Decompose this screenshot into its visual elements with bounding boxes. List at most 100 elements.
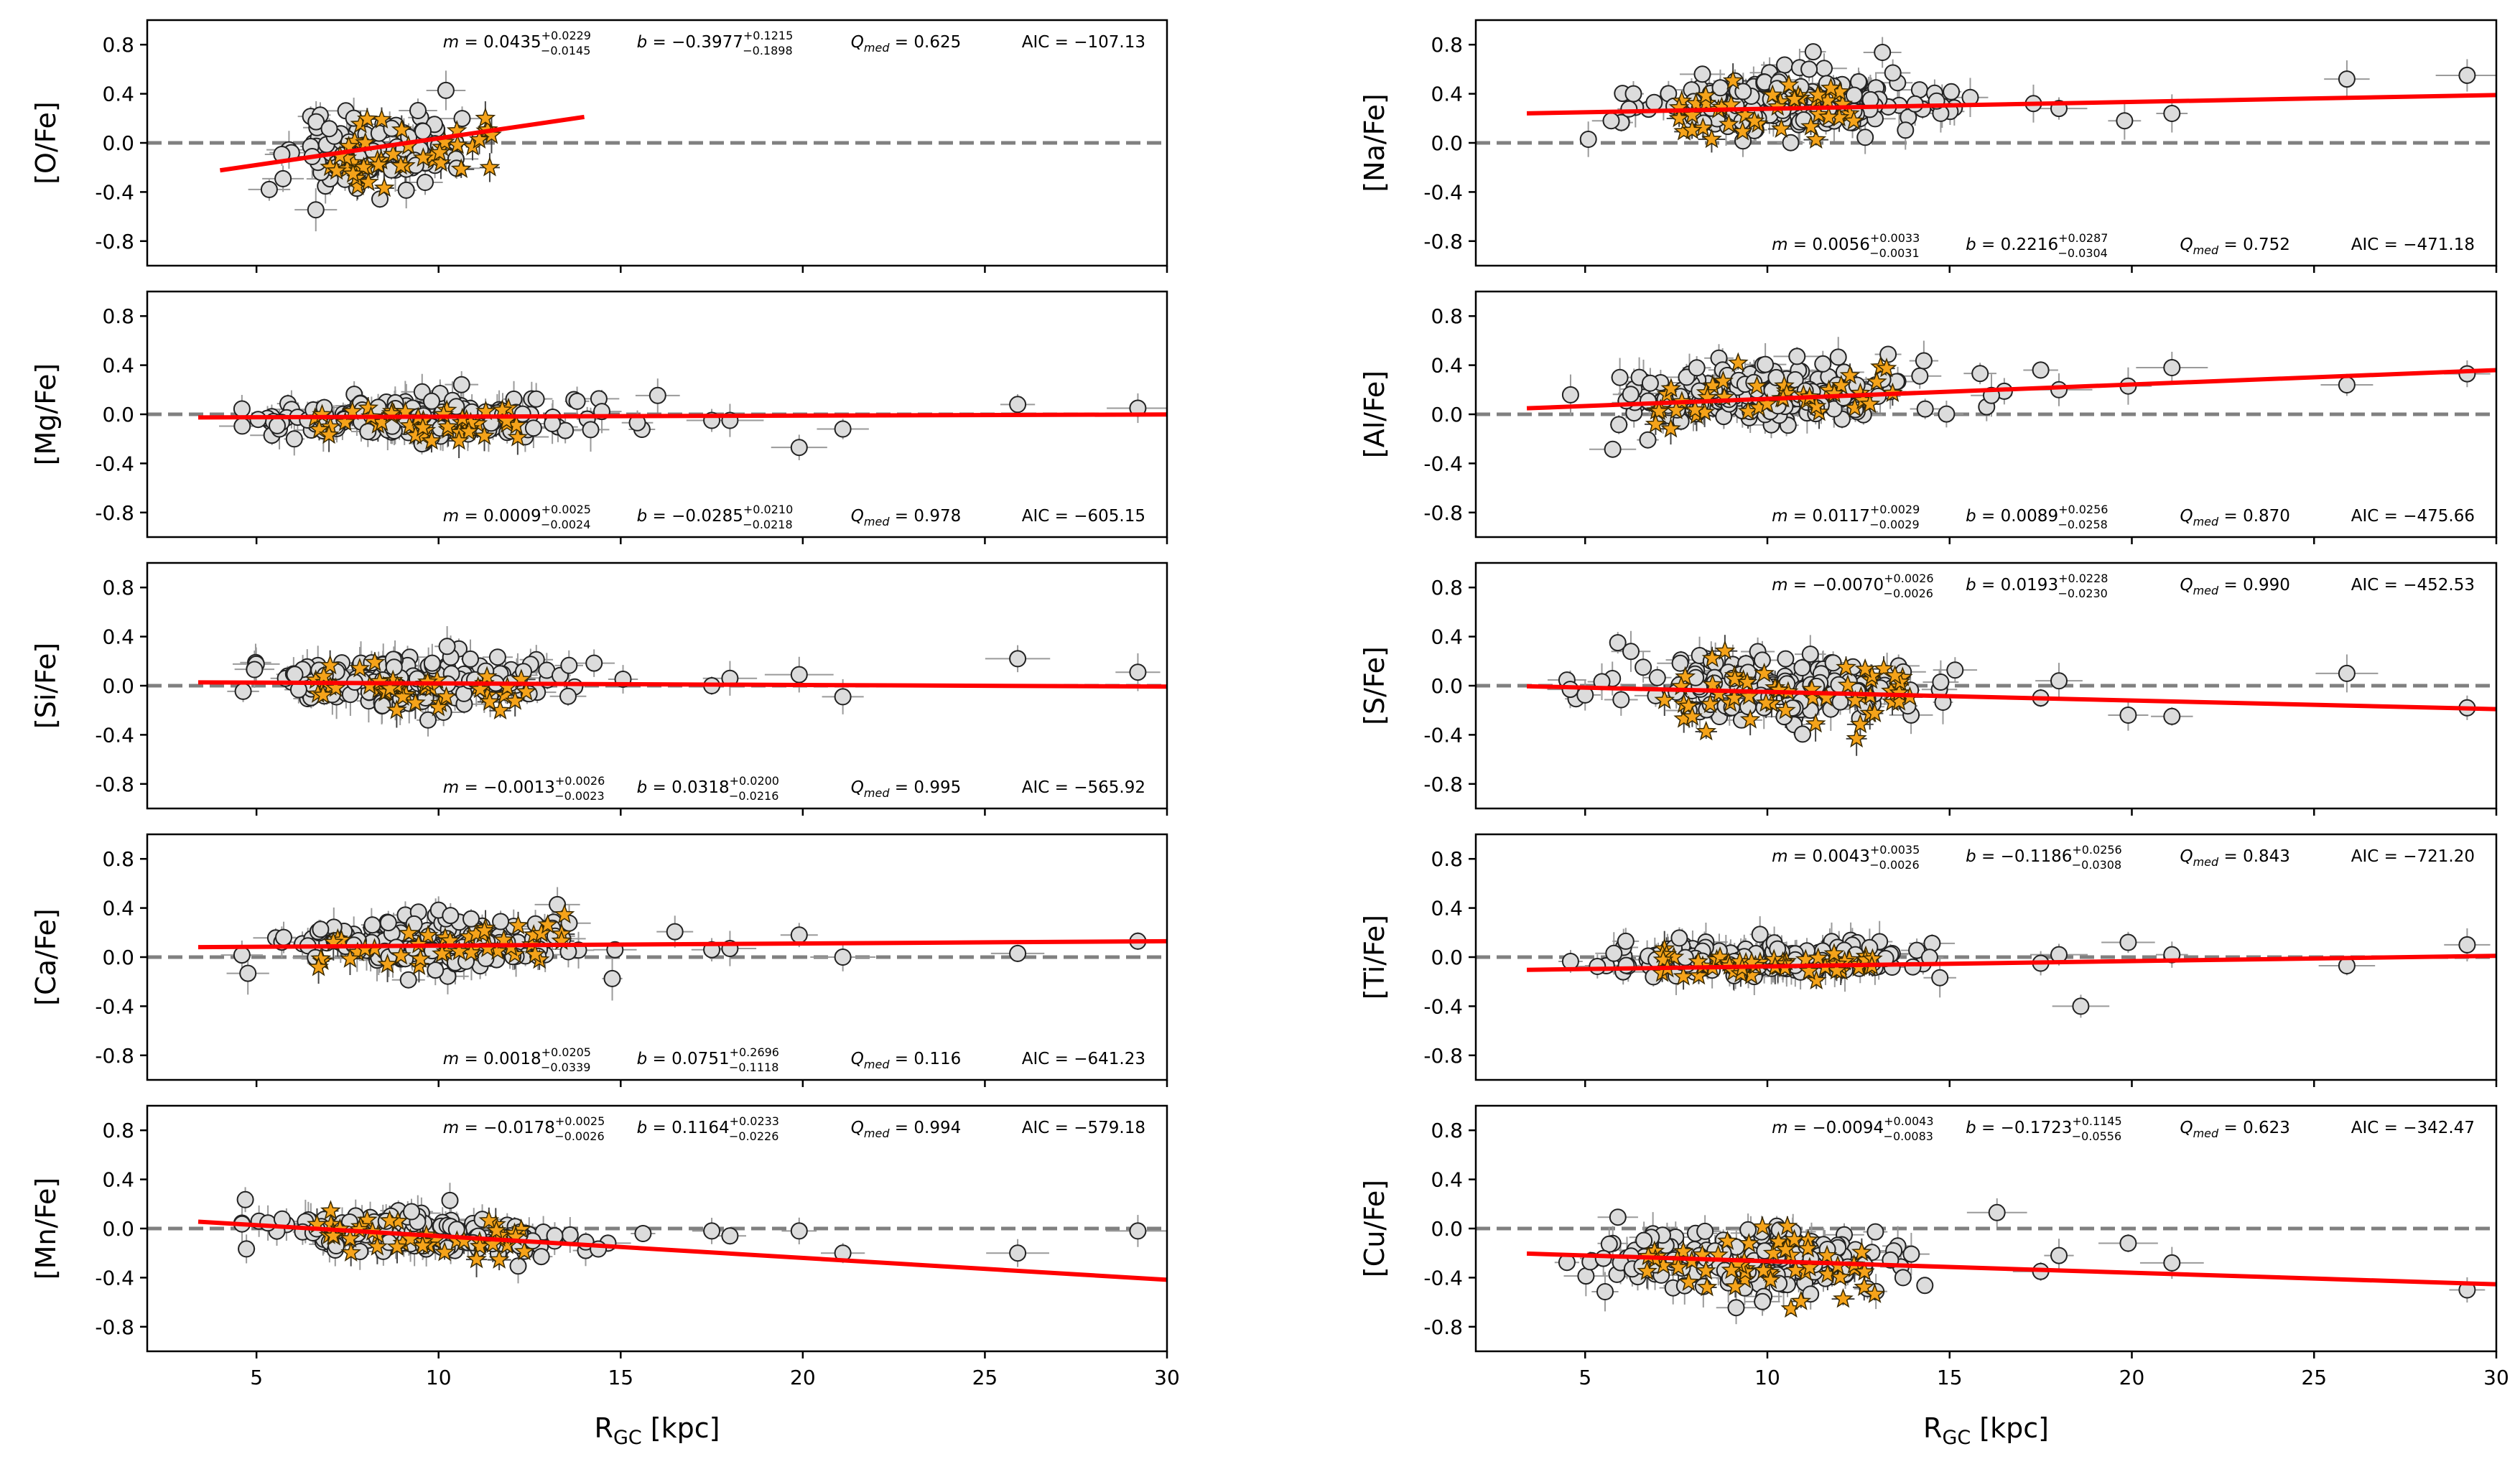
y-axis-label: [Si/Fe] <box>30 643 62 729</box>
stat-m-upper: +0.0026 <box>1884 572 1933 585</box>
y-tick-label: 0.8 <box>102 847 134 871</box>
data-point-star <box>343 163 364 183</box>
stat-b-value: 0.0318 <box>671 778 729 797</box>
stat-b-value: 0.0193 <box>2001 576 2058 595</box>
data-point-circle <box>320 120 338 138</box>
data-point-circle <box>409 102 427 119</box>
y-tick-label: 0.8 <box>1431 304 1463 328</box>
data-point-star <box>1836 656 1856 676</box>
data-point-star <box>1876 357 1897 378</box>
stat-b-value: −0.3977 <box>671 33 743 52</box>
data-point-star <box>1695 85 1716 105</box>
data-point-star <box>364 651 386 672</box>
y-tick-label: -0.4 <box>95 180 134 204</box>
data-point-circle <box>1622 386 1640 404</box>
data-point-circle <box>1609 634 1627 652</box>
stat-b-lower: −0.0304 <box>2058 246 2107 260</box>
data-point-star <box>379 677 401 698</box>
data-point-circle <box>373 696 391 714</box>
data-point-star <box>1808 103 1829 123</box>
data-point-circle <box>492 913 510 931</box>
data-point-circle <box>1800 60 1818 78</box>
data-point-circle <box>560 656 578 674</box>
data-point-circle <box>1782 134 1800 152</box>
y-tick-label: -0.4 <box>1423 723 1463 747</box>
fit-line <box>1526 93 2496 116</box>
data-point-circle <box>1915 352 1933 370</box>
data-point-star <box>1767 95 1788 116</box>
stat-b-lower: −0.0216 <box>729 789 778 803</box>
data-point-circle <box>1824 654 1842 672</box>
data-point-circle <box>437 81 455 99</box>
data-point-circle <box>1804 43 1822 61</box>
stat-b-upper: +0.1215 <box>743 29 793 42</box>
data-point-circle <box>419 711 437 729</box>
data-point-circle <box>233 946 251 964</box>
data-point-star <box>1701 128 1722 149</box>
data-point-circle <box>1688 359 1706 377</box>
data-point-star <box>436 686 457 706</box>
data-point-star <box>1684 398 1706 419</box>
data-point-circle <box>1943 83 1961 101</box>
data-point-star <box>1884 665 1906 685</box>
stat-b: b = 0.0089+0.0256 −0.0258 <box>1966 503 2108 531</box>
data-point-circle <box>1874 44 1892 61</box>
data-point-star <box>1692 117 1714 137</box>
data-point-star <box>1843 110 1864 130</box>
data-point-circle <box>1648 668 1666 686</box>
data-point-circle <box>275 928 292 946</box>
panel-Mg: -0.8-0.40.00.40.8[Mg/Fe]m = 0.0009+0.002… <box>30 290 1168 544</box>
data-point-circle <box>462 910 480 928</box>
data-point-star <box>391 118 412 139</box>
data-point-circle <box>399 971 417 989</box>
panel-data-S <box>1476 630 2496 756</box>
data-point-circle <box>2050 672 2068 690</box>
data-point-star <box>1866 370 1887 391</box>
stat-m: m = 0.0435+0.0229 −0.0145 <box>443 29 591 57</box>
data-point-circle <box>379 914 397 932</box>
panel-Al: -0.8-0.40.00.40.8[Al/Fe]m = 0.0117+0.002… <box>1359 290 2498 544</box>
data-point-star <box>356 108 378 129</box>
fit-line <box>1526 684 2496 712</box>
data-point-circle <box>1777 650 1795 668</box>
data-point-circle <box>307 113 325 131</box>
data-point-circle <box>2050 381 2068 398</box>
stat-m-upper: +0.0026 <box>555 774 605 788</box>
stat-b-upper: +0.0228 <box>2058 572 2108 585</box>
data-point-circle <box>1009 396 1027 414</box>
data-point-circle <box>2163 359 2181 376</box>
stat-m-lower: −0.0024 <box>541 518 590 531</box>
stat-aic-value: −452.53 <box>2403 576 2475 595</box>
stat-m-lower: −0.0145 <box>541 44 590 57</box>
data-point-star <box>386 699 407 719</box>
data-point-circle <box>1129 663 1147 681</box>
data-point-circle <box>1788 348 1806 365</box>
stat-aic: AIC = −475.66 <box>2351 507 2475 526</box>
data-point-circle <box>1897 121 1915 139</box>
data-point-star <box>1701 647 1723 668</box>
data-point-star <box>1778 74 1800 94</box>
y-axis-label: [S/Fe] <box>1359 646 1390 725</box>
panel-data-Si <box>147 626 1167 737</box>
data-point-circle <box>423 654 441 672</box>
stat-aic: AIC = −471.18 <box>2351 236 2475 254</box>
data-point-star <box>1854 658 1876 679</box>
data-point-star <box>474 425 495 445</box>
data-point-circle <box>1604 440 1622 458</box>
fit-line <box>197 412 1167 420</box>
y-tick-label: 0.8 <box>1431 576 1463 600</box>
y-axis-label: [O/Fe] <box>30 101 62 185</box>
data-point-star <box>432 943 452 963</box>
stat-q: Qmed = 0.995 <box>851 778 961 800</box>
data-point-circle <box>1579 131 1597 148</box>
data-point-star <box>1820 77 1841 98</box>
panel-Si: -0.8 -0.4 0.0 0.4 0.8 [Si/Fe] m = −0.0013+0.00… <box>30 561 1168 816</box>
stat-q-value: 0.990 <box>2243 576 2290 595</box>
data-point-star <box>491 399 513 419</box>
y-axis-label: [Na/Fe] <box>1359 93 1390 192</box>
stat-q: Qmed = 0.870 <box>2180 507 2289 528</box>
data-point-star <box>355 131 376 152</box>
data-point-star <box>1734 104 1756 125</box>
y-tick-label: -0.4 <box>95 994 134 1018</box>
data-point-star <box>508 915 529 935</box>
